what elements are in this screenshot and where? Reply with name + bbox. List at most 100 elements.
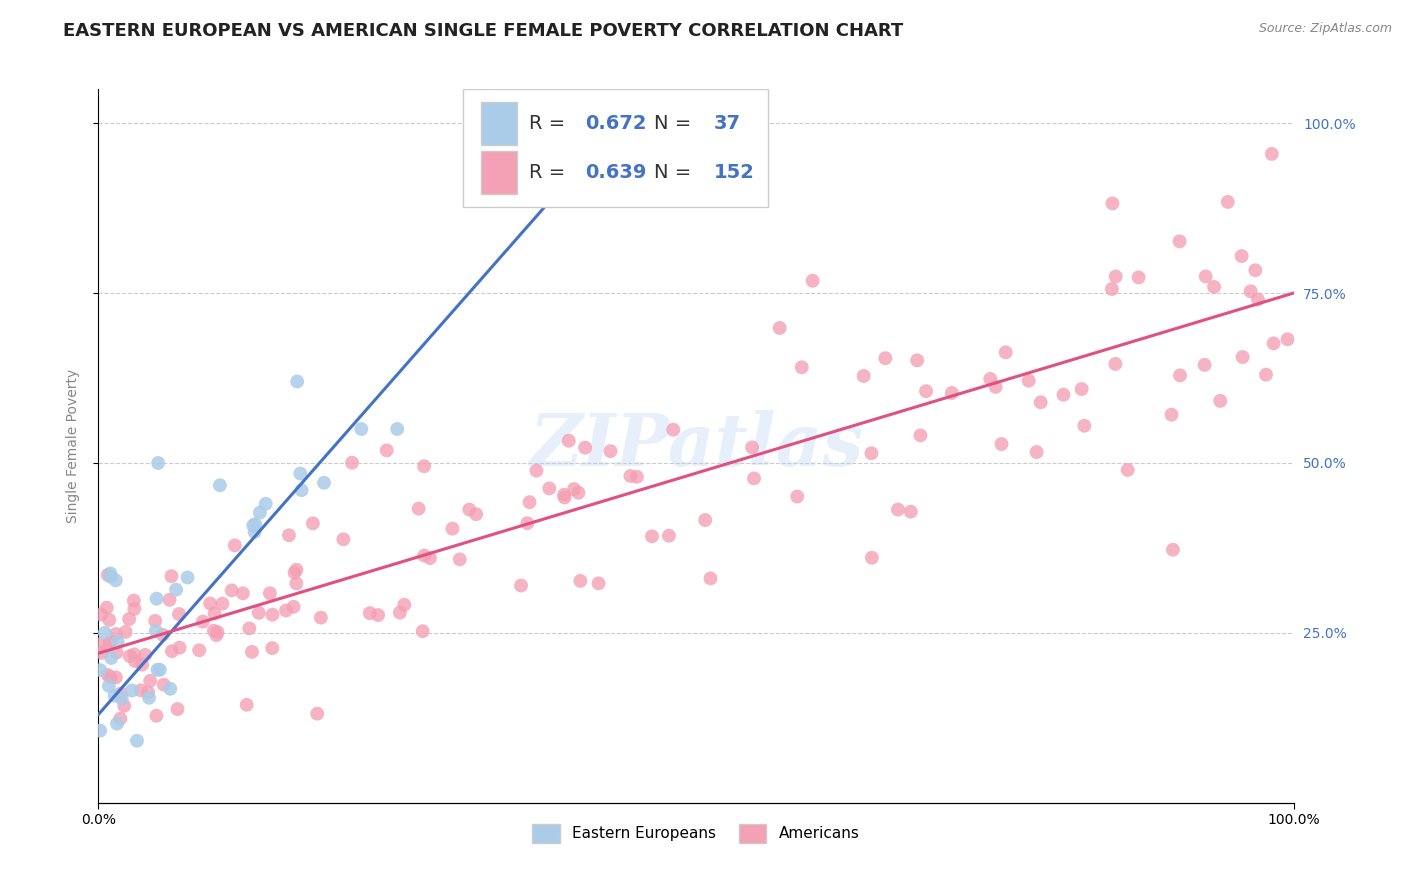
Point [274, 603, 297, 617]
Point [1232, 350, 1254, 364]
Point [312, 475, 335, 490]
Point [1247, 293, 1270, 307]
Point [121, 683, 143, 698]
Point [1277, 332, 1299, 346]
Point [188, 643, 211, 657]
Point [695, 513, 717, 527]
Point [1029, 395, 1052, 409]
Point [90, 607, 112, 622]
Point [235, 698, 257, 712]
Point [243, 524, 266, 539]
Point [97, 679, 120, 693]
Point [125, 733, 148, 747]
Point [510, 578, 533, 592]
Point [283, 599, 305, 614]
Point [990, 437, 1012, 451]
Point [619, 469, 641, 483]
Point [994, 345, 1017, 359]
Point [167, 607, 190, 621]
Point [124, 602, 146, 616]
Point [786, 490, 808, 504]
Point [105, 646, 128, 660]
Point [413, 549, 436, 563]
Point [97, 568, 120, 582]
Point [658, 529, 681, 543]
Point [553, 488, 575, 502]
Point [599, 444, 621, 458]
Point [205, 628, 228, 642]
Point [145, 708, 167, 723]
Point [165, 582, 187, 597]
Point [259, 586, 281, 600]
Point [1052, 387, 1074, 401]
Point [519, 495, 541, 509]
Point [89, 723, 111, 738]
Point [160, 569, 183, 583]
Point [98, 670, 121, 684]
Point [1018, 374, 1040, 388]
Text: 0.672: 0.672 [585, 114, 647, 133]
Point [284, 566, 307, 580]
Point [875, 351, 897, 366]
Point [350, 422, 373, 436]
Point [1025, 445, 1047, 459]
Point [114, 624, 136, 639]
Point [302, 516, 325, 531]
Point [394, 598, 416, 612]
Point [166, 702, 188, 716]
Point [143, 614, 166, 628]
Point [790, 360, 813, 375]
Point [332, 533, 354, 547]
Point [153, 677, 176, 691]
Point [1244, 263, 1267, 277]
Point [408, 501, 430, 516]
Point [699, 571, 721, 585]
Point [375, 443, 398, 458]
Text: 37: 37 [714, 114, 741, 133]
Point [1128, 270, 1150, 285]
Point [1101, 196, 1123, 211]
Point [139, 673, 162, 688]
Point [1105, 269, 1128, 284]
Point [136, 685, 159, 699]
Point [211, 597, 233, 611]
Point [176, 570, 198, 584]
Point [1104, 357, 1126, 371]
Point [516, 516, 538, 531]
Point [262, 641, 284, 656]
Point [131, 657, 153, 672]
Point [1261, 147, 1284, 161]
Point [626, 470, 648, 484]
Point [1161, 542, 1184, 557]
Point [96, 600, 118, 615]
Point [860, 550, 883, 565]
Point [243, 517, 266, 532]
Point [291, 483, 314, 498]
Point [122, 648, 145, 662]
Point [221, 583, 243, 598]
Point [419, 551, 441, 566]
Point [118, 649, 141, 664]
Point [900, 505, 922, 519]
Point [94, 625, 117, 640]
Point [558, 434, 581, 448]
Point [100, 634, 122, 648]
Point [138, 690, 160, 705]
Point [207, 625, 229, 640]
Text: N =: N = [654, 114, 697, 133]
Point [1230, 249, 1253, 263]
Point [441, 522, 464, 536]
Point [388, 606, 411, 620]
Point [1168, 368, 1191, 383]
Point [1209, 393, 1232, 408]
Point [90, 646, 112, 660]
Point [887, 502, 910, 516]
Point [112, 698, 135, 713]
Point [224, 538, 246, 552]
Point [254, 497, 277, 511]
Point [662, 423, 685, 437]
Point [160, 644, 183, 658]
Point [191, 615, 214, 629]
Point [105, 716, 128, 731]
FancyBboxPatch shape [481, 151, 517, 194]
